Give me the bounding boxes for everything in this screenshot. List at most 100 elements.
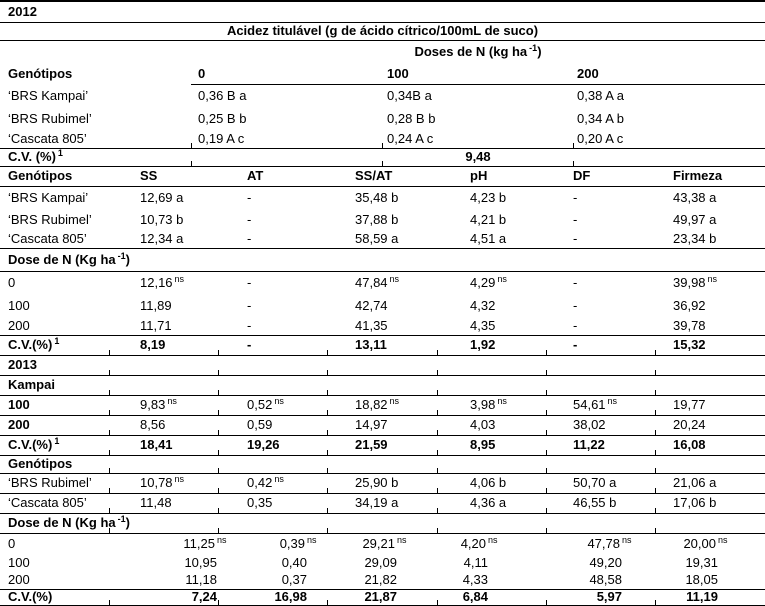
value-cell: - xyxy=(573,190,578,206)
value-cell: - xyxy=(247,317,252,333)
superscript: -1 xyxy=(117,514,126,525)
data-row: ‘Cascata 805’ 11,48 0,35 34,19 a 4,36 a 46,55… xyxy=(0,494,765,514)
value-cell: - xyxy=(573,211,578,227)
value-cell: 47,78 ns xyxy=(587,534,632,551)
row-label-cell: 100 xyxy=(8,297,30,313)
data-row: ‘Cascata 805’ 0,19 A c 0,24 A c 0,20 A c xyxy=(0,130,765,149)
value-cell: 0,25 B b xyxy=(198,110,247,126)
superscript: ns xyxy=(174,474,185,485)
value-cell: 21,87 xyxy=(364,589,397,605)
column-header-row: Genótipos 0 100 200 xyxy=(0,63,765,85)
row-label-cell: C.V.(%) xyxy=(8,589,53,605)
value-cell: AT xyxy=(247,168,264,184)
row-label-cell: ‘BRS Kampai’ xyxy=(8,190,89,206)
value-cell: 4,32 xyxy=(470,297,496,313)
value-cell: - xyxy=(247,297,252,313)
value-cell: 18,05 xyxy=(685,572,718,588)
value-cell: 4,11 xyxy=(463,554,488,570)
value-cell: 19,31 xyxy=(685,554,718,570)
data-row: 100 10,95 0,40 29,09 4,11 49,20 19,31 xyxy=(0,554,765,572)
row-label-cell: ‘Cascata 805’ xyxy=(8,230,87,246)
value-cell: 39,78 xyxy=(673,317,706,333)
value-cell: 29,21 ns xyxy=(362,534,407,551)
value-cell: 4,06 b xyxy=(470,475,507,491)
value-cell: - xyxy=(247,337,252,353)
value-cell: 8,19 xyxy=(140,337,166,353)
value-cell: 0,38 A a xyxy=(577,88,624,104)
value-cell: 12,34 a xyxy=(140,230,184,246)
value-cell: 4,33 xyxy=(462,572,488,588)
superscript: ns xyxy=(389,274,400,285)
cv-row: C.V.(%) 7,24 16,98 21,87 6,84 5,97 11,19 xyxy=(0,590,765,606)
value-cell: 41,35 xyxy=(355,317,388,333)
value-cell: 8,95 xyxy=(470,437,496,453)
value-cell: 14,97 xyxy=(355,417,388,433)
value-cell: 58,59 a xyxy=(355,230,399,246)
value-cell: 4,35 xyxy=(470,317,496,333)
value-cell: 39,98 ns xyxy=(673,274,718,291)
value-cell: 36,92 xyxy=(673,297,706,313)
value-cell: 20,24 xyxy=(673,417,706,433)
superscript: ns xyxy=(497,396,507,407)
value-cell: 0 xyxy=(198,65,206,81)
column-header-row: Genótipos SS AT SS/AT pH DF Firmeza xyxy=(0,167,765,187)
value-cell: 100 xyxy=(387,65,409,81)
row-label-cell: 100 xyxy=(8,554,30,570)
row-label-cell: C.V.(%) 1 xyxy=(8,436,60,453)
superscript: 1 xyxy=(54,436,60,447)
value-cell: Doses de N (kg ha -1) xyxy=(414,42,542,59)
data-row: 200 11,71 - 41,35 4,35 - 39,78 xyxy=(0,317,765,336)
value-cell: - xyxy=(247,230,252,246)
value-cell: 0,19 A c xyxy=(198,130,245,146)
value-cell: 6,84 xyxy=(462,589,488,605)
value-cell: 17,06 b xyxy=(673,495,717,511)
value-cell: 10,78 ns xyxy=(140,474,185,491)
value-cell: 23,34 b xyxy=(673,230,717,246)
value-cell: 11,18 xyxy=(185,572,217,588)
value-cell: - xyxy=(247,275,252,291)
data-row: 200 8,56 0,59 14,97 4,03 38,02 20,24 xyxy=(0,416,765,436)
value-cell: 4,51 a xyxy=(470,230,507,246)
value-cell: 21,06 a xyxy=(673,475,717,491)
value-cell: 11,25 ns xyxy=(183,534,227,551)
value-cell: 21,59 xyxy=(355,437,388,453)
row-label-cell: ‘BRS Rubimel’ xyxy=(8,110,92,126)
value-cell: 4,23 b xyxy=(470,190,507,206)
superscript: ns xyxy=(607,396,618,407)
value-cell: 13,11 xyxy=(355,337,387,353)
value-cell: 10,95 xyxy=(184,554,217,570)
data-row: 0 11,25 ns 0,39 ns 29,21 ns 4,20 ns 47,78 ns 20,00 n… xyxy=(0,534,765,554)
row-label-cell: Dose de N (Kg ha -1) xyxy=(8,250,130,267)
value-cell: 8,56 xyxy=(140,417,166,433)
data-row: ‘BRS Rubimel’ 10,78 ns 0,42 ns 25,90 b 4,06 b 5… xyxy=(0,474,765,494)
year-label-row: 2012 xyxy=(0,2,765,23)
superscript: ns xyxy=(274,396,284,407)
value-cell: Firmeza xyxy=(673,168,723,184)
value-cell: 50,70 a xyxy=(573,475,617,491)
value-cell: 0,35 xyxy=(247,495,273,511)
value-cell: 49,20 xyxy=(589,554,622,570)
value-cell: 11,48 xyxy=(140,495,172,511)
row-label-cell: ‘BRS Rubimel’ xyxy=(8,211,92,227)
value-cell: 0,59 xyxy=(247,417,273,433)
value-cell: 29,09 xyxy=(364,554,397,570)
value-cell: 43,38 a xyxy=(673,190,717,206)
value-cell: 4,29 ns xyxy=(470,274,507,291)
value-cell: 0,34B a xyxy=(387,88,432,104)
value-cell: - xyxy=(247,190,252,206)
row-label-cell: Kampai xyxy=(8,377,55,393)
value-cell: - xyxy=(573,230,578,246)
section-label-row: Genótipos xyxy=(0,456,765,474)
value-cell: 19,77 xyxy=(673,397,706,413)
data-row: ‘BRS Rubimel’ 10,73 b - 37,88 b 4,21 b - 49,97… xyxy=(0,210,765,230)
value-cell: 3,98 ns xyxy=(470,396,507,413)
data-row: 100 9,83 ns 0,52 ns 18,82 ns 3,98 ns 54,61 ns 19,77 xyxy=(0,396,765,416)
data-row: ‘Cascata 805’ 12,34 a - 58,59 a 4,51 a - 23,34… xyxy=(0,230,765,249)
row-label-cell: ‘Cascata 805’ xyxy=(8,130,87,146)
value-cell: 0,24 A c xyxy=(387,130,434,146)
superscript: ns xyxy=(167,396,177,407)
row-label-cell: Dose de N (Kg ha -1) xyxy=(8,514,130,531)
value-cell: 7,24 xyxy=(191,589,217,605)
superscript: -1 xyxy=(117,250,126,261)
